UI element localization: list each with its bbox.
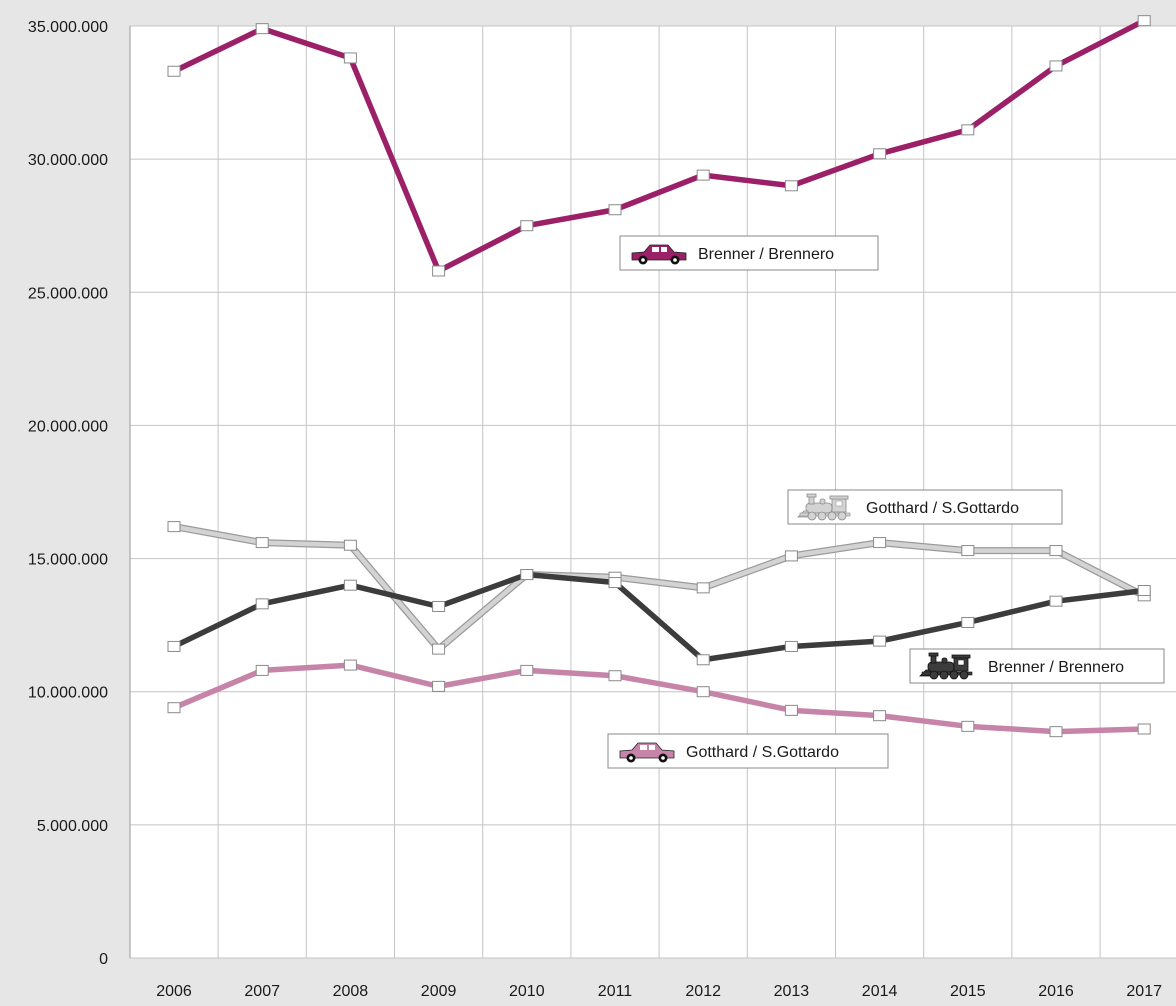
y-tick-label: 5.000.000 — [37, 818, 108, 835]
legend-label: Brenner / Brennero — [698, 246, 834, 263]
data-point — [961, 616, 975, 628]
x-tick-label: 2015 — [950, 983, 986, 1000]
data-point — [167, 640, 181, 652]
data-point — [432, 601, 446, 613]
data-point — [608, 670, 622, 682]
series-line — [171, 571, 1147, 663]
data-point — [167, 65, 181, 77]
data-point — [696, 686, 710, 698]
locomotive-icon — [919, 652, 973, 680]
data-point — [343, 52, 357, 64]
y-tick-label: 35.000.000 — [28, 19, 108, 36]
data-point — [961, 545, 975, 557]
data-point — [255, 598, 269, 610]
data-point — [1049, 60, 1063, 72]
data-point — [608, 577, 622, 589]
locomotive-icon — [797, 493, 851, 521]
y-tick-label: 10.000.000 — [28, 685, 108, 702]
series-rail-brenner-brennero — [167, 569, 1151, 666]
y-tick-label: 25.000.000 — [28, 285, 108, 302]
x-tick-label: 2011 — [598, 983, 633, 1000]
data-point — [784, 550, 798, 562]
y-tick-label: 0 — [99, 951, 108, 968]
data-point — [784, 180, 798, 192]
data-point — [696, 654, 710, 666]
data-point — [520, 569, 534, 581]
data-point — [255, 537, 269, 549]
data-point — [873, 537, 887, 549]
legend-entry-rail-brenner-brennero: Brenner / Brennero — [909, 648, 1165, 684]
series-line — [171, 524, 1147, 652]
data-point — [343, 539, 357, 551]
data-point — [255, 664, 269, 676]
data-point — [520, 664, 534, 676]
data-point — [1137, 585, 1151, 597]
data-point — [696, 582, 710, 594]
data-point — [784, 704, 798, 716]
data-point — [343, 579, 357, 591]
series-line — [171, 17, 1147, 274]
data-point — [696, 169, 710, 181]
y-tick-label: 15.000.000 — [28, 552, 108, 569]
legend-entry-rail-gotthard-s-gottardo: Gotthard / S.Gottardo — [787, 489, 1063, 525]
data-point — [608, 204, 622, 216]
data-point — [1137, 15, 1151, 27]
series-rail-gotthard-s-gottardo — [167, 521, 1151, 655]
data-point — [873, 635, 887, 647]
data-point — [961, 720, 975, 732]
y-tick-label: 30.000.000 — [28, 152, 108, 169]
data-point — [1137, 723, 1151, 735]
data-point — [1049, 726, 1063, 738]
series-line — [171, 662, 1147, 735]
x-tick-label: 2007 — [244, 983, 280, 1000]
data-point — [1049, 595, 1063, 607]
legend-label: Gotthard / S.Gottardo — [866, 500, 1019, 517]
y-tick-label: 20.000.000 — [28, 418, 108, 435]
data-point — [255, 23, 269, 35]
x-tick-label: 2014 — [862, 983, 898, 1000]
series-road-brenner-brennero — [167, 15, 1151, 277]
legend-label: Brenner / Brennero — [988, 659, 1124, 676]
x-tick-label: 2016 — [1038, 983, 1074, 1000]
legend-entry-road-gotthard-s-gottardo: Gotthard / S.Gottardo — [607, 733, 889, 769]
data-point — [432, 643, 446, 655]
car-icon — [631, 244, 687, 265]
x-tick-label: 2012 — [685, 983, 721, 1000]
x-tick-label: 2010 — [509, 983, 545, 1000]
data-point — [873, 148, 887, 160]
x-tick-label: 2006 — [156, 983, 192, 1000]
x-tick-label: 2013 — [774, 983, 810, 1000]
legend-label: Gotthard / S.Gottardo — [686, 744, 839, 761]
x-tick-label: 2008 — [333, 983, 369, 1000]
x-tick-label: 2017 — [1126, 983, 1162, 1000]
data-point — [432, 265, 446, 277]
data-point — [873, 710, 887, 722]
data-point — [167, 521, 181, 533]
legend-entry-road-brenner-brennero: Brenner / Brennero — [619, 235, 879, 271]
data-point — [167, 702, 181, 714]
data-point — [520, 220, 534, 232]
x-tick-label: 2009 — [421, 983, 457, 1000]
data-point — [343, 659, 357, 671]
data-point — [961, 124, 975, 136]
data-point — [784, 640, 798, 652]
data-point — [1049, 545, 1063, 557]
series-road-gotthard-s-gottardo — [167, 659, 1151, 738]
data-point — [432, 680, 446, 692]
car-icon — [619, 742, 675, 763]
